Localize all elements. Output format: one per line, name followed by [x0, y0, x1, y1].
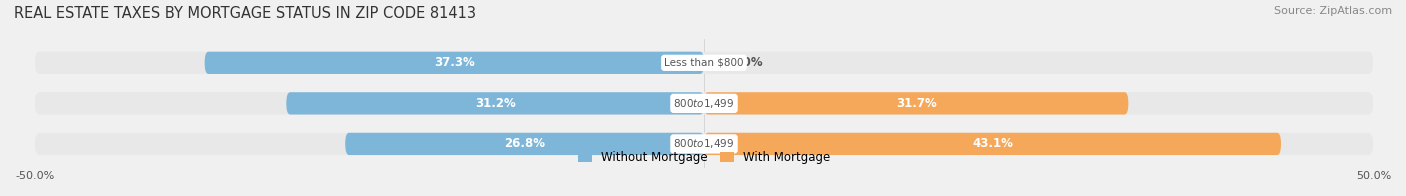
FancyBboxPatch shape: [704, 92, 1129, 114]
Text: Less than $800: Less than $800: [664, 58, 744, 68]
Text: 26.8%: 26.8%: [505, 137, 546, 150]
Text: Source: ZipAtlas.com: Source: ZipAtlas.com: [1274, 6, 1392, 16]
Text: $800 to $1,499: $800 to $1,499: [673, 137, 734, 150]
Text: 31.2%: 31.2%: [475, 97, 516, 110]
FancyBboxPatch shape: [205, 52, 704, 74]
FancyBboxPatch shape: [35, 92, 1374, 114]
FancyBboxPatch shape: [287, 92, 704, 114]
Legend: Without Mortgage, With Mortgage: Without Mortgage, With Mortgage: [572, 146, 835, 169]
FancyBboxPatch shape: [704, 133, 1281, 155]
Text: 31.7%: 31.7%: [896, 97, 936, 110]
Text: REAL ESTATE TAXES BY MORTGAGE STATUS IN ZIP CODE 81413: REAL ESTATE TAXES BY MORTGAGE STATUS IN …: [14, 6, 477, 21]
Text: 43.1%: 43.1%: [972, 137, 1012, 150]
Text: $800 to $1,499: $800 to $1,499: [673, 97, 734, 110]
FancyBboxPatch shape: [35, 133, 1374, 155]
FancyBboxPatch shape: [35, 52, 1374, 74]
FancyBboxPatch shape: [346, 133, 704, 155]
Text: 0.0%: 0.0%: [731, 56, 763, 69]
Text: 37.3%: 37.3%: [434, 56, 475, 69]
